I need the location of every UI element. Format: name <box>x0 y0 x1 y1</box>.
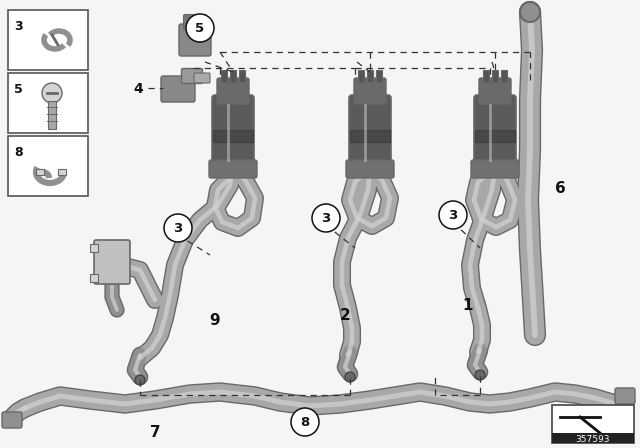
Text: 1: 1 <box>463 297 473 313</box>
Bar <box>552 433 634 443</box>
Bar <box>501 70 507 82</box>
Circle shape <box>520 2 540 22</box>
FancyBboxPatch shape <box>213 130 253 142</box>
Text: 3: 3 <box>14 20 22 33</box>
FancyBboxPatch shape <box>471 160 519 178</box>
Bar <box>8 73 88 133</box>
Circle shape <box>135 375 145 385</box>
Text: 8: 8 <box>14 146 22 159</box>
FancyBboxPatch shape <box>354 78 386 104</box>
Text: 8: 8 <box>300 415 310 428</box>
FancyBboxPatch shape <box>2 412 22 428</box>
FancyBboxPatch shape <box>474 95 516 169</box>
Bar <box>552 405 634 443</box>
Bar <box>90 274 98 282</box>
Bar <box>48 101 56 129</box>
Bar <box>358 70 364 82</box>
Text: 3: 3 <box>449 208 458 221</box>
Circle shape <box>475 370 485 380</box>
FancyBboxPatch shape <box>161 76 195 102</box>
Bar <box>90 244 98 252</box>
Circle shape <box>312 204 340 232</box>
FancyBboxPatch shape <box>94 240 130 284</box>
Text: 5: 5 <box>195 22 205 34</box>
FancyBboxPatch shape <box>346 160 394 178</box>
Bar <box>8 10 88 70</box>
FancyBboxPatch shape <box>184 14 207 30</box>
Text: 3: 3 <box>173 221 182 234</box>
FancyBboxPatch shape <box>615 388 635 404</box>
Text: 6: 6 <box>555 181 565 195</box>
Text: 4: 4 <box>133 82 143 96</box>
FancyBboxPatch shape <box>475 130 515 142</box>
Text: 7: 7 <box>150 425 160 439</box>
Circle shape <box>186 14 214 42</box>
FancyBboxPatch shape <box>209 160 257 178</box>
Text: 357593: 357593 <box>576 435 611 444</box>
FancyBboxPatch shape <box>194 73 210 83</box>
FancyBboxPatch shape <box>349 95 391 169</box>
FancyBboxPatch shape <box>182 69 202 83</box>
Bar <box>492 70 498 82</box>
Bar <box>221 70 227 82</box>
Bar <box>58 169 66 175</box>
Bar <box>483 70 489 82</box>
Circle shape <box>291 408 319 436</box>
Circle shape <box>164 214 192 242</box>
Bar <box>230 70 236 82</box>
Circle shape <box>439 201 467 229</box>
Bar <box>376 70 382 82</box>
Circle shape <box>42 83 62 103</box>
Text: 5: 5 <box>14 83 23 96</box>
Text: 3: 3 <box>321 211 331 224</box>
Text: 9: 9 <box>210 313 220 327</box>
FancyBboxPatch shape <box>479 78 511 104</box>
Bar <box>8 136 88 196</box>
Circle shape <box>345 372 355 382</box>
FancyBboxPatch shape <box>350 130 390 142</box>
Text: 2: 2 <box>340 307 350 323</box>
FancyBboxPatch shape <box>179 24 211 56</box>
Bar <box>36 169 44 175</box>
Bar <box>239 70 245 82</box>
FancyBboxPatch shape <box>212 95 254 169</box>
FancyBboxPatch shape <box>217 78 249 104</box>
Bar <box>367 70 373 82</box>
